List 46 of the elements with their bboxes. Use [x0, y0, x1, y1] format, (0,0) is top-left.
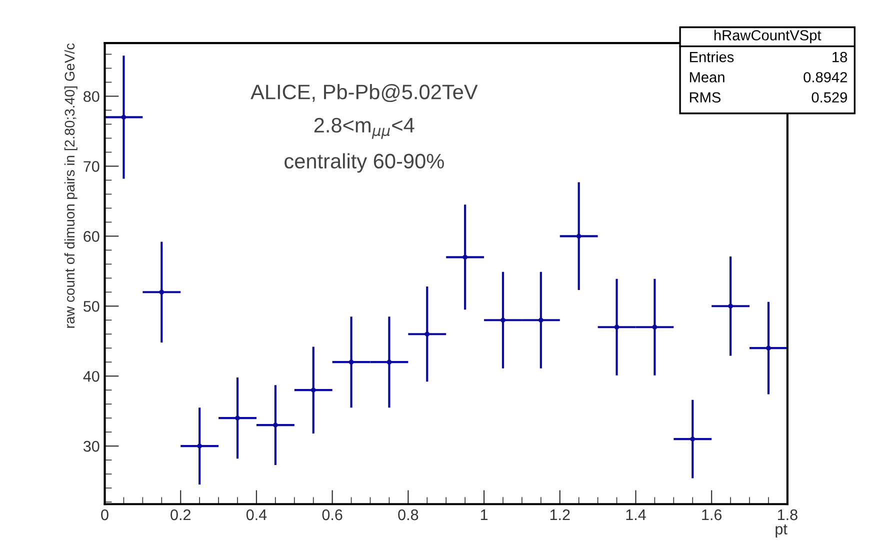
point	[348, 360, 354, 365]
annotation: hRawCountVSpt	[714, 30, 822, 44]
x-tick-label: 0.2	[170, 509, 190, 520]
point	[538, 318, 544, 323]
x-tick-label: 1.6	[702, 509, 722, 520]
text: 0.529	[812, 92, 847, 103]
point	[614, 324, 620, 330]
y-axis-title: raw count of dimuon pairs in [2.80;3.40] GeV/c	[64, 43, 78, 328]
x-tick-label: 0.4	[246, 509, 267, 520]
annotation: Mean	[690, 72, 724, 82]
y-tick-label: 80	[84, 91, 100, 102]
x-tick-label: 0	[101, 509, 108, 520]
point	[310, 388, 316, 393]
point	[652, 324, 658, 330]
annotation: RMS	[690, 92, 721, 103]
point	[500, 318, 506, 323]
point	[159, 290, 164, 295]
y-tick-label: 60	[84, 231, 100, 242]
point	[690, 436, 696, 442]
point	[728, 304, 733, 309]
point	[462, 254, 468, 260]
x-tick-label: 1.2	[550, 509, 570, 520]
x-tick-label: 1	[480, 510, 488, 520]
annotation: 2.8<m$_{μμ}$<4	[314, 118, 414, 139]
x-tick-label: 1.8	[778, 509, 798, 520]
point	[235, 416, 240, 420]
text: 18	[832, 52, 848, 62]
y-tick-label: 70	[84, 161, 100, 172]
x-tick-label: 0.8	[398, 509, 418, 520]
annotation: Entries	[690, 52, 734, 62]
point	[197, 444, 202, 448]
y-tick-label: 30	[83, 440, 100, 452]
annotation: ALICE, Pb-Pb@5.02TeV	[250, 84, 478, 102]
point	[766, 346, 771, 351]
y-tick-label: 40	[83, 370, 100, 382]
point	[576, 234, 582, 239]
point	[386, 360, 392, 365]
text: 0.8942	[804, 72, 847, 82]
y-tick-label: 50	[84, 300, 100, 312]
x-tick-label: 0.6	[322, 509, 342, 520]
x-axis-title: pt	[776, 524, 788, 538]
annotation: centrality 60-90%	[284, 153, 444, 173]
x-tick-label: 1.4	[626, 510, 646, 520]
point	[121, 114, 126, 120]
point	[273, 422, 278, 428]
point	[424, 332, 430, 337]
